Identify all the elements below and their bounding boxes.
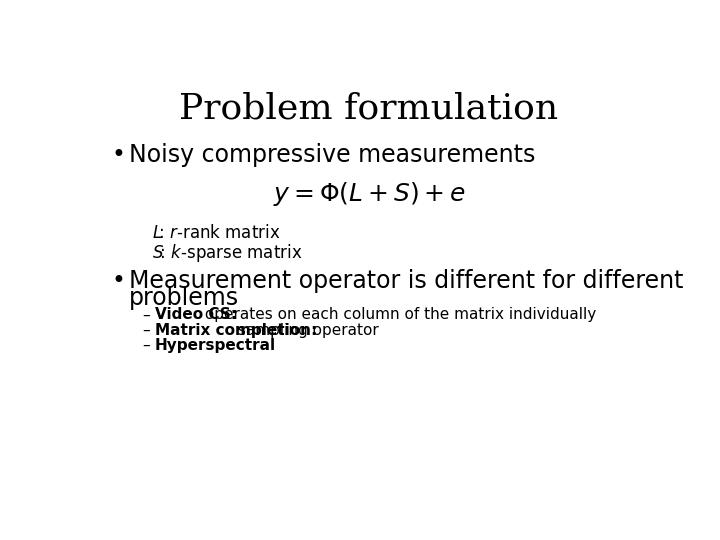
Text: Noisy compressive measurements: Noisy compressive measurements [129, 143, 535, 167]
Text: $L\!$: $r$-rank matrix: $L\!$: $r$-rank matrix [152, 224, 280, 242]
Text: Video CS:: Video CS: [155, 307, 237, 322]
Text: problems: problems [129, 286, 239, 310]
Text: –: – [143, 323, 150, 338]
Text: $y = \Phi(L + S) + e$: $y = \Phi(L + S) + e$ [273, 180, 465, 208]
Text: Problem formulation: Problem formulation [179, 92, 559, 126]
Text: Hyperspectral: Hyperspectral [155, 338, 276, 353]
Text: •: • [112, 269, 125, 293]
Text: $S\!$: $k$-sparse matrix: $S\!$: $k$-sparse matrix [152, 242, 302, 264]
Text: –: – [143, 338, 150, 353]
Text: •: • [112, 143, 125, 167]
Text: operates on each column of the matrix individually: operates on each column of the matrix in… [200, 307, 596, 322]
Text: Matrix completion:: Matrix completion: [155, 323, 318, 338]
Text: Measurement operator is different for different: Measurement operator is different for di… [129, 269, 683, 293]
Text: –: – [143, 307, 150, 322]
Text: sampling operator: sampling operator [233, 323, 378, 338]
